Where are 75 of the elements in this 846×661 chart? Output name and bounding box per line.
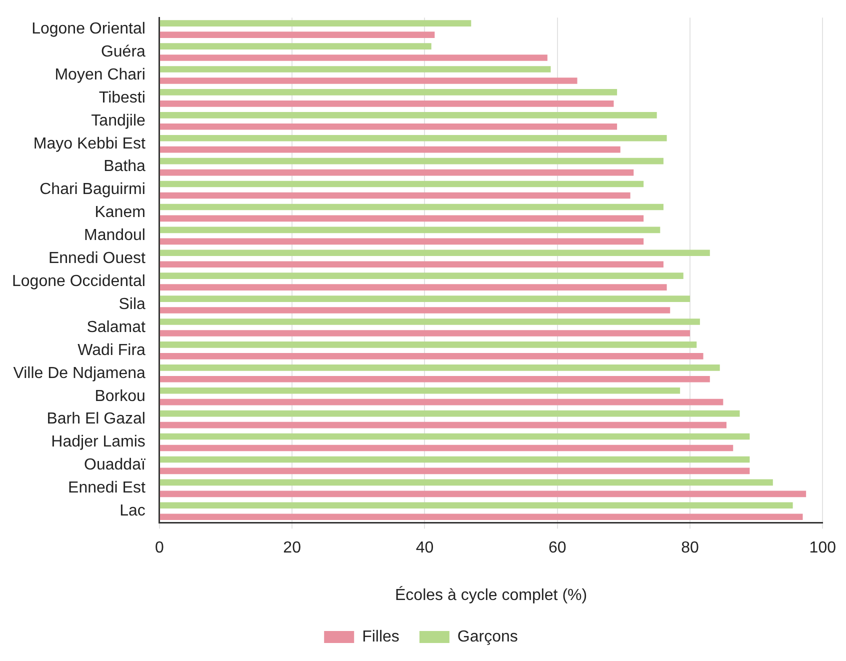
x-tick-label: 100 <box>809 540 836 557</box>
y-tick-label: Kanem <box>94 204 146 222</box>
bar <box>160 433 750 440</box>
bar <box>160 514 803 520</box>
y-tick-label: Guéra <box>100 43 146 60</box>
bar <box>160 330 690 336</box>
x-tick-label: 40 <box>416 540 434 557</box>
bar <box>160 238 644 245</box>
y-tick-label: Mandoul <box>84 227 146 244</box>
bar <box>160 307 670 314</box>
bar <box>160 353 704 360</box>
bar <box>160 284 667 290</box>
bar <box>160 66 551 72</box>
y-tick-label: Hadjer Lamis <box>51 434 146 451</box>
y-tick-label: Chari Baguirmi <box>40 181 146 198</box>
bar <box>160 422 726 428</box>
y-tick-label: Tibesti <box>98 89 146 106</box>
bar <box>160 123 618 130</box>
bar <box>160 376 710 382</box>
x-axis-title: Écoles à cycle complet (%) <box>395 586 588 604</box>
y-tick-label: Mayo Kebbi Est <box>33 135 146 152</box>
y-tick-label: Tandjile <box>91 112 146 130</box>
bar <box>160 410 740 417</box>
x-tick-label: 60 <box>548 540 566 557</box>
bar <box>160 112 657 118</box>
bar <box>160 43 432 50</box>
bar <box>160 261 664 268</box>
bar <box>160 158 664 164</box>
bar <box>160 364 720 371</box>
bar <box>160 502 793 509</box>
y-tick-label: Ouaddaï <box>84 456 146 474</box>
bar <box>160 146 620 153</box>
legend-label: Garçons <box>457 628 518 646</box>
y-tick-label: Batha <box>104 158 146 176</box>
bar <box>160 204 664 210</box>
bar <box>160 342 697 348</box>
y-tick-label: Ennedi Ouest <box>48 250 146 268</box>
bar <box>160 180 644 188</box>
bar <box>160 398 724 406</box>
bar <box>160 54 548 61</box>
y-tick-label: Wadi Fira <box>78 342 146 359</box>
bar <box>160 32 435 38</box>
y-tick-label: Logone Occidental <box>12 272 146 290</box>
bar <box>160 479 773 486</box>
x-tick-label: 0 <box>154 540 164 557</box>
bar <box>160 226 660 234</box>
y-tick-label: Ville De Ndjamena <box>13 364 146 382</box>
bar <box>160 444 734 452</box>
bar <box>160 192 630 199</box>
y-tick-label: Sila <box>118 296 146 313</box>
bar <box>160 387 680 394</box>
y-tick-label: Barh El Gazal <box>46 410 146 428</box>
bar <box>160 318 700 325</box>
bar <box>160 20 472 26</box>
bar <box>160 490 806 498</box>
bar <box>160 169 634 176</box>
bar <box>160 215 644 222</box>
bar <box>160 78 578 84</box>
legend-label: Filles <box>362 628 400 646</box>
bar <box>160 468 750 474</box>
bar <box>160 456 750 463</box>
y-tick-label: Moyen Chari <box>54 66 146 84</box>
y-tick-label: Salamat <box>86 318 146 336</box>
x-tick-label: 80 <box>681 540 700 557</box>
y-tick-label: Logone Oriental <box>32 20 146 38</box>
y-tick-label: Borkou <box>94 388 146 405</box>
bar <box>160 272 684 279</box>
bar <box>160 134 667 142</box>
bar <box>160 100 614 107</box>
y-tick-label: Lac <box>120 502 146 520</box>
x-tick-label: 20 <box>283 540 302 557</box>
bar <box>160 89 618 96</box>
bar <box>160 296 690 302</box>
bar <box>160 250 710 256</box>
y-tick-label: Ennedi Est <box>68 480 146 497</box>
